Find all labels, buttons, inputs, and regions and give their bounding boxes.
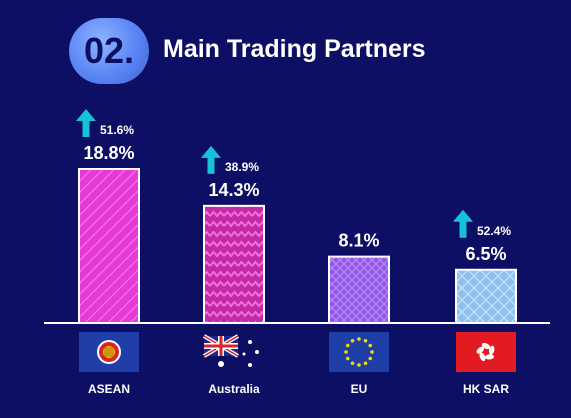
bar-eu: [328, 255, 390, 324]
section-number: 02.: [83, 30, 135, 71]
asean-flag-icon: [79, 332, 139, 372]
bar-hk-sar: [455, 268, 517, 324]
category-label-hk-sar: HK SAR: [463, 382, 509, 396]
growth-up-arrow-icon-asean: [76, 109, 96, 137]
eu-flag-icon: [329, 332, 389, 372]
chart-title: Main Trading Partners: [163, 35, 426, 63]
value-label-australia: 14.3%: [208, 180, 259, 200]
australia-flag-icon: [202, 332, 264, 372]
bar-asean: [78, 168, 140, 324]
growth-label-australia: 38.9%: [225, 160, 259, 174]
category-label-eu: EU: [351, 382, 368, 396]
growth-up-arrow-icon-australia: [201, 145, 221, 174]
bar-australia: [203, 204, 265, 325]
value-label-eu: 8.1%: [338, 231, 379, 251]
section-number-badge: 02.: [69, 18, 149, 84]
growth-up-arrow-icon-hk-sar: [453, 209, 473, 238]
value-label-asean: 18.8%: [83, 143, 134, 163]
hong-kong-flag-icon: [456, 332, 516, 372]
category-label-asean: ASEAN: [88, 382, 130, 396]
value-label-hk-sar: 6.5%: [465, 244, 506, 264]
growth-label-asean: 51.6%: [100, 123, 134, 137]
growth-label-hk-sar: 52.4%: [477, 224, 511, 238]
category-label-australia: Australia: [208, 382, 260, 396]
